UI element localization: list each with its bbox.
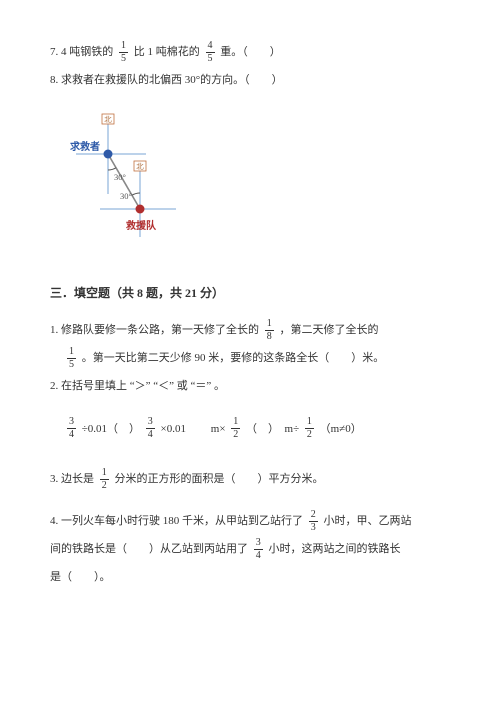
f4-frac1: 2 3	[309, 510, 318, 533]
fill-4-line3: 是（ ）。	[50, 565, 450, 589]
f1-line2-mid: 。第一天比第二天少修 90 米，要修的这条路全长（ ）米。	[82, 352, 385, 364]
f1-line1-pre: 1. 修路队要修一条公路，第一天修了全长的	[50, 324, 259, 336]
svg-text:30°: 30°	[114, 172, 126, 182]
fill-1-line1: 1. 修路队要修一条公路，第一天修了全长的 1 8 ，第二天修了全长的	[50, 318, 450, 342]
svg-text:30°: 30°	[120, 191, 132, 201]
f4-line2-post: 小时，这两站之间的铁路长	[269, 543, 401, 555]
f4-frac2: 3 4	[254, 538, 263, 561]
question-8: 8. 求救者在救援队的北偏西 30°的方向。（ ）	[50, 68, 450, 92]
direction-diagram: 30°30°北北求救者救援队	[58, 106, 450, 255]
fill-1-line2: 1 5 。第一天比第二天少修 90 米，要修的这条路全长（ ）米。	[50, 346, 450, 370]
f2-expr3-mid: （ ） m÷	[246, 423, 299, 435]
f4-line1-pre: 4. 一列火车每小时行驶 180 千米，从甲站到乙站行了	[50, 515, 303, 527]
svg-text:求救者: 求救者	[70, 140, 100, 153]
svg-text:救援队: 救援队	[126, 219, 157, 232]
q7-frac1: 1 5	[119, 41, 128, 64]
f1-frac2: 1 5	[67, 347, 76, 370]
fill-2-title: 2. 在括号里填上 “＞” “＜” 或 “＝” 。	[50, 374, 450, 398]
f1-frac1: 1 8	[265, 319, 274, 342]
f3-post: 分米的正方形的面积是（ ）平方分米。	[115, 473, 324, 485]
q7-suffix: 重。（ ）	[220, 46, 281, 58]
diagram-svg: 30°30°北北求救者救援队	[58, 106, 188, 246]
fill-2-expr: 3 4 ÷0.01（ ） 3 4 ×0.01 m× 1 2 （ ） m÷ 1 2…	[50, 417, 450, 441]
f3-pre: 3. 边长是	[50, 473, 94, 485]
q7-frac2: 4 5	[206, 41, 215, 64]
f4-line1-post: 小时，甲、乙两站	[324, 515, 412, 527]
f2-expr3-pre: m×	[189, 423, 226, 435]
f2-expr3-fracB: 1 2	[305, 417, 314, 440]
svg-text:北: 北	[104, 115, 112, 124]
fill-3: 3. 边长是 1 2 分米的正方形的面积是（ ）平方分米。	[50, 467, 450, 491]
q7-prefix: 7. 4 吨钢铁的	[50, 46, 113, 58]
f1-line1-post: ，第二天修了全长的	[280, 324, 379, 336]
section-3-title: 三．填空题（共 8 题，共 21 分）	[50, 280, 450, 306]
q8-text: 8. 求救者在救援队的北偏西 30°的方向。（ ）	[50, 74, 283, 86]
f2-expr1-frac: 3 4	[67, 417, 76, 440]
fill-4-line2: 间的铁路长是（ ）从乙站到丙站用了 3 4 小时，这两站之间的铁路长	[50, 537, 450, 561]
f3-frac: 1 2	[100, 468, 109, 491]
f4-line2-pre: 间的铁路长是（ ）从乙站到丙站用了	[50, 543, 248, 555]
svg-text:北: 北	[136, 162, 144, 171]
f2-expr2-op: ×0.01	[161, 423, 186, 435]
f2-expr3-post: （m≠0）	[320, 423, 362, 435]
f2-expr2-frac: 3 4	[146, 417, 155, 440]
question-7: 7. 4 吨钢铁的 1 5 比 1 吨棉花的 4 5 重。（ ）	[50, 40, 450, 64]
q7-mid: 比 1 吨棉花的	[134, 46, 200, 58]
f2-expr3-fracA: 1 2	[231, 417, 240, 440]
fill-4-line1: 4. 一列火车每小时行驶 180 千米，从甲站到乙站行了 2 3 小时，甲、乙两…	[50, 509, 450, 533]
f2-expr1-op: ÷0.01（ ）	[82, 423, 140, 435]
